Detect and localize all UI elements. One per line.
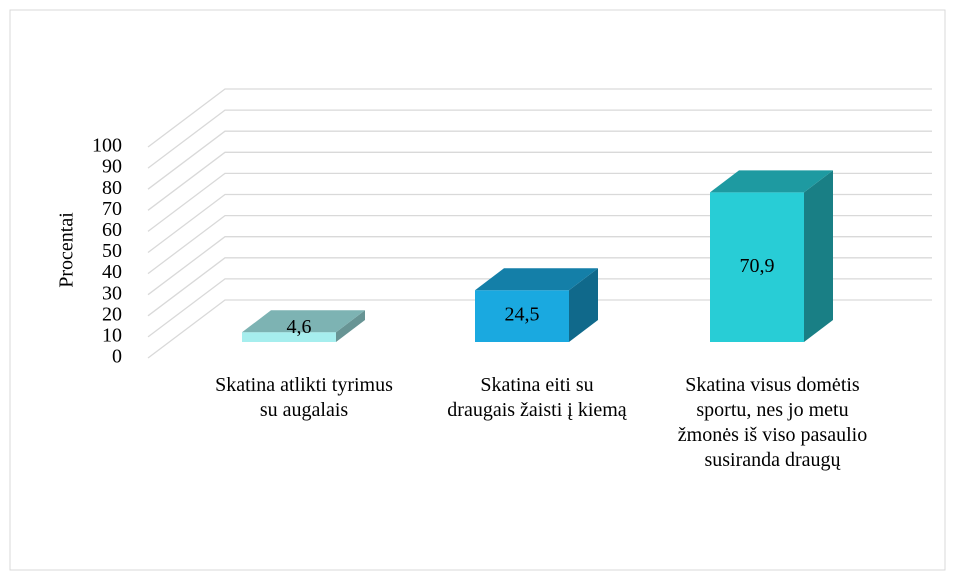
y-tick-label: 50 bbox=[102, 240, 122, 262]
grid-line bbox=[147, 88, 932, 148]
y-tick-label: 60 bbox=[102, 219, 122, 241]
bar bbox=[710, 170, 833, 342]
bar-top bbox=[710, 170, 833, 193]
x-tick-label: Skatina eiti su draugais žaisti į kiemą bbox=[447, 374, 627, 421]
bar bbox=[242, 310, 365, 342]
y-tick-label: 20 bbox=[102, 303, 122, 325]
grid-line bbox=[147, 151, 932, 211]
value-label: 70,9 bbox=[740, 255, 775, 277]
grid-line bbox=[147, 299, 932, 359]
grid-line bbox=[147, 172, 932, 232]
grid-line bbox=[147, 109, 932, 169]
grid-line bbox=[147, 193, 932, 254]
bar bbox=[475, 268, 598, 342]
bar-side bbox=[569, 268, 598, 342]
y-tick-label: 30 bbox=[102, 282, 122, 304]
y-tick-label: 0 bbox=[112, 346, 122, 368]
grid-line bbox=[147, 236, 932, 296]
bar-top bbox=[475, 268, 598, 291]
y-tick-label: 90 bbox=[102, 156, 122, 178]
y-axis-label: Procentai bbox=[56, 212, 78, 288]
bar-side bbox=[336, 310, 365, 342]
x-tick-label: Skatina atlikti tyrimus su augalais bbox=[215, 374, 393, 421]
y-tick-label: 100 bbox=[92, 135, 122, 157]
grid-line bbox=[147, 130, 932, 190]
value-label: 4,6 bbox=[287, 316, 312, 338]
grid-line bbox=[147, 214, 932, 275]
value-label: 24,5 bbox=[505, 304, 540, 326]
chart-border bbox=[9, 9, 946, 571]
bar-top bbox=[242, 310, 365, 333]
bar-front bbox=[710, 192, 804, 342]
y-tick-label: 70 bbox=[102, 198, 122, 220]
y-tick-label: 40 bbox=[102, 261, 122, 283]
grid-line bbox=[147, 278, 932, 338]
x-tick-label: Skatina visus domėtis sportu, nes jo met… bbox=[677, 374, 868, 471]
grid-line bbox=[147, 257, 932, 317]
bar-front bbox=[475, 290, 569, 342]
y-tick-label: 10 bbox=[102, 324, 122, 346]
y-tick-label: 80 bbox=[102, 177, 122, 199]
bar-side bbox=[804, 170, 833, 342]
bar-front bbox=[242, 332, 336, 342]
